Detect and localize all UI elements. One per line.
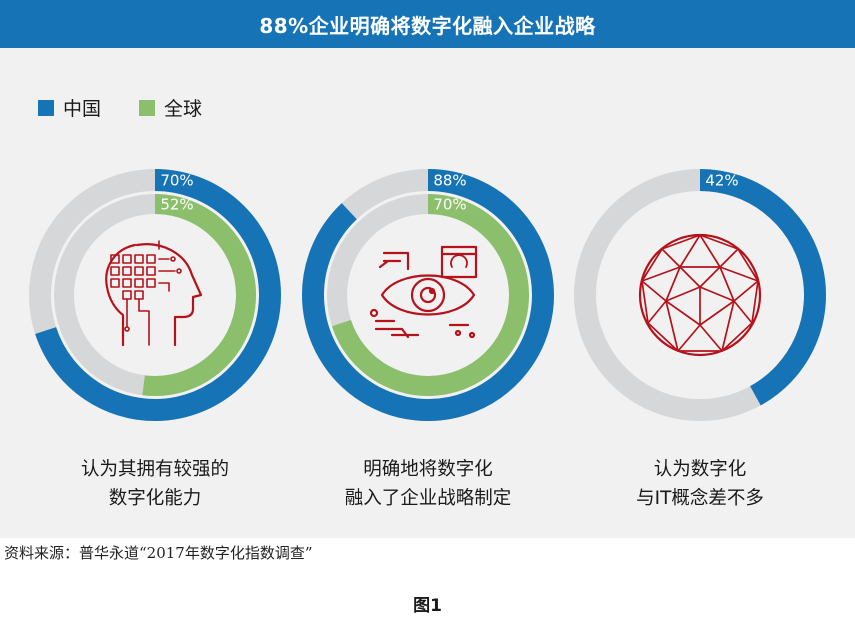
caption-1-line-2: 数字化能力 [108, 488, 202, 509]
figure-label: 图1 [413, 596, 442, 616]
donut-1-china-arc [35, 169, 281, 421]
donut-1-china-label: 70% [160, 172, 193, 190]
caption-3-line-2: 与IT概念差不多 [636, 488, 764, 509]
legend-label-global: 全球 [164, 98, 203, 120]
caption-2: 明确地将数字化 融入了企业战略制定 [298, 455, 558, 513]
legend-label-china: 中国 [63, 98, 102, 120]
caption-1: 认为其拥有较强的 数字化能力 [25, 455, 285, 513]
donut-3-china-label: 42% [705, 172, 738, 190]
donut-1-global-arc [142, 194, 256, 396]
legend-item-global: 全球 [139, 94, 202, 121]
donut-3-china-arc [699, 169, 826, 406]
donut-2-china-label: 88% [433, 172, 466, 190]
legend-swatch-china [38, 99, 54, 116]
title-bar: 88%企业明确将数字化融入企业战略 [0, 0, 855, 48]
donut-1-global-label: 52% [160, 196, 193, 214]
legend-item-china: 中国 [38, 94, 101, 121]
head-circuit-icon [105, 240, 203, 347]
donut-2-global-label: 70% [433, 196, 466, 214]
source-note: 资料来源：普华永道“2017年数字化指数调查” [4, 544, 313, 562]
caption-2-line-2: 融入了企业战略制定 [344, 488, 512, 509]
eye-icon [369, 245, 478, 339]
legend: 中国 全球 [38, 94, 240, 121]
caption-1-line-1: 认为其拥有较强的 [80, 459, 229, 480]
caption-2-line-1: 明确地将数字化 [363, 459, 493, 480]
caption-3-line-1: 认为数字化 [653, 459, 747, 480]
geodesic-sphere-icon [638, 233, 762, 357]
page-title: 88%企业明确将数字化融入企业战略 [259, 13, 596, 38]
donut-2-china-arc [302, 169, 554, 421]
legend-swatch-global [139, 99, 156, 116]
caption-3: 认为数字化 与IT概念差不多 [570, 455, 830, 513]
donut-2-global-arc [331, 194, 529, 396]
